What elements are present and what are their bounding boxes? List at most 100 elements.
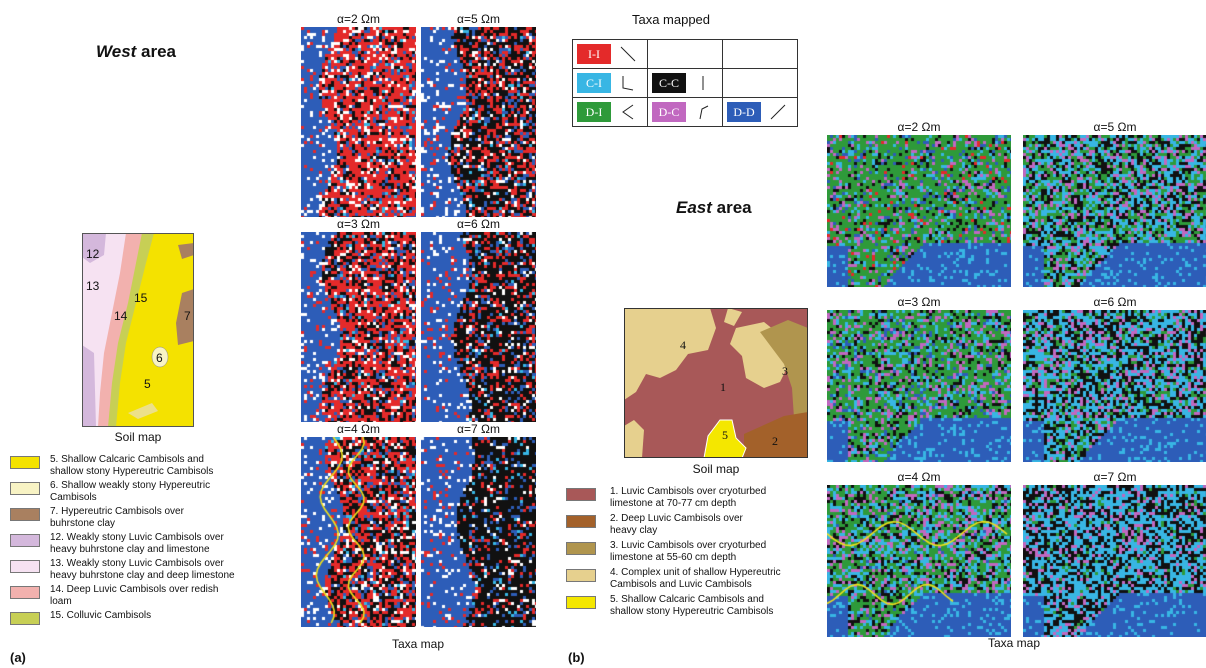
- west-title-italic: West: [96, 42, 137, 61]
- west-panel-label: α=3 Ωm: [337, 217, 380, 231]
- taxa-code-c-i: C-I: [577, 73, 611, 93]
- east-panel-label: α=4 Ωm: [897, 470, 941, 484]
- legend-line: limestone at 70-77 cm depth: [610, 497, 737, 509]
- legend-item: 2. Deep Luvic Cambisols over heavy clay: [610, 513, 743, 536]
- west-unit-6: 6: [156, 351, 163, 365]
- legend-line: 12. Weakly stony Luvic Cambisols over: [50, 532, 224, 543]
- east-taxa-panel: [1023, 310, 1206, 462]
- taxa-glyph-icon: [622, 76, 634, 91]
- east-figure-letter: (b): [568, 650, 585, 665]
- east-panel-label: α=6 Ωm: [1093, 295, 1137, 309]
- east-unit-2: 2: [772, 434, 778, 448]
- west-legend: 5. Shallow Calcaric Cambisols and shallow…: [8, 454, 298, 644]
- legend-line: heavy buhrstone clay and limestone: [50, 543, 210, 555]
- legend-line: 13. Weakly stony Luvic Cambisols over: [50, 558, 224, 569]
- west-taxa-panel: [421, 437, 536, 627]
- east-soil-caption: Soil map: [692, 462, 740, 476]
- east-panel-label: α=5 Ωm: [1093, 120, 1137, 134]
- legend-swatch: [10, 534, 40, 547]
- legend-line: 6. Shallow weakly stony Hypereutric: [50, 480, 211, 491]
- east-unit-3: 3: [782, 364, 788, 378]
- legend-line: 2. Deep Luvic Cambisols over: [610, 513, 743, 524]
- taxa-glyph-icon: [770, 104, 786, 120]
- legend-item: 7. Hypereutric Cambisols over buhrstone c…: [50, 506, 184, 529]
- legend-line: 7. Hypereutric Cambisols over: [50, 506, 184, 517]
- legend-item: 4. Complex unit of shallow Hypereutric Ca…: [610, 567, 781, 590]
- east-taxa-panel: [827, 485, 1011, 637]
- taxa-cell: D-I: [572, 97, 648, 127]
- taxa-cell: C-I: [572, 68, 648, 98]
- east-taxa-caption: Taxa map: [987, 636, 1041, 650]
- west-taxa-panel: [421, 232, 536, 422]
- legend-line: 3. Luvic Cambisols over cryoturbed: [610, 540, 767, 551]
- legend-item: 5. Shallow Calcaric Cambisols and shallow…: [50, 454, 213, 477]
- taxa-code-c-c: C-C: [652, 73, 686, 93]
- legend-item: 15. Colluvic Cambisols: [50, 610, 151, 622]
- legend-item: 12. Weakly stony Luvic Cambisols over hea…: [50, 532, 224, 555]
- taxa-mapped-title: Taxa mapped: [631, 12, 711, 27]
- west-figure-letter: (a): [10, 650, 26, 665]
- legend-line: 4. Complex unit of shallow Hypereutric: [610, 567, 781, 578]
- west-unit-13: 13: [86, 279, 100, 293]
- west-taxa-caption: Taxa map: [391, 637, 445, 651]
- east-title-rest: area: [711, 198, 752, 217]
- west-panel-label: α=7 Ωm: [457, 422, 500, 436]
- west-taxa-panel: [301, 232, 416, 422]
- legend-line: Cambisols: [50, 491, 97, 503]
- west-unit-5: 5: [144, 377, 151, 391]
- east-legend: 1. Luvic Cambisols over cryoturbed limest…: [564, 486, 824, 626]
- legend-item: 5. Shallow Calcaric Cambisols and shallow…: [610, 594, 773, 617]
- taxa-cell: D-D: [722, 97, 798, 127]
- taxa-code-d-i: D-I: [577, 102, 611, 122]
- east-panel-label: α=3 Ωm: [897, 295, 941, 309]
- taxa-cell: C-C: [647, 68, 723, 98]
- legend-line: 14. Deep Luvic Cambisols over redish: [50, 584, 219, 595]
- legend-line: heavy clay: [610, 524, 658, 536]
- legend-item: 14. Deep Luvic Cambisols over redish loam: [50, 584, 218, 607]
- west-panel-label: α=4 Ωm: [337, 422, 380, 436]
- west-unit-14: 14: [114, 309, 128, 323]
- east-unit-5: 5: [722, 428, 728, 442]
- legend-line: 5. Shallow Calcaric Cambisols and: [50, 454, 204, 465]
- taxa-glyph-icon: [702, 76, 704, 90]
- taxa-code-d-d: D-D: [727, 102, 761, 122]
- taxa-code-d-c: D-C: [652, 102, 686, 122]
- legend-swatch: [10, 612, 40, 625]
- legend-line: 15. Colluvic Cambisols: [50, 610, 152, 621]
- legend-swatch: [10, 508, 40, 521]
- legend-line: 1. Luvic Cambisols over cryoturbed: [610, 486, 767, 497]
- legend-swatch: [566, 569, 596, 582]
- west-unit-12: 12: [86, 247, 100, 261]
- west-unit-15: 15: [134, 291, 148, 305]
- legend-swatch: [566, 596, 596, 609]
- legend-line: limestone at 55-60 cm depth: [610, 551, 737, 563]
- legend-line: 5. Shallow Calcaric Cambisols and: [610, 594, 764, 605]
- legend-swatch: [566, 488, 596, 501]
- legend-line: heavy buhrstone clay and deep limestone: [50, 569, 235, 581]
- east-taxa-panel: [827, 310, 1011, 462]
- legend-swatch: [566, 542, 596, 555]
- taxa-mapped-table: I-I C-I C-C D-I D-C D-D: [572, 39, 798, 127]
- west-title-rest: area: [136, 42, 177, 61]
- west-panel-label: α=5 Ωm: [457, 12, 500, 26]
- legend-swatch: [10, 560, 40, 573]
- east-unit-4: 4: [680, 338, 686, 352]
- east-taxa-panel: [1023, 135, 1206, 287]
- west-unit-7: 7: [184, 309, 191, 323]
- east-title-italic: East: [676, 198, 712, 217]
- legend-line: shallow stony Hypereutric Cambisols: [50, 465, 214, 477]
- taxa-cell: D-C: [647, 97, 723, 127]
- taxa-code-i-i: I-I: [577, 44, 611, 64]
- legend-line: loam: [50, 595, 72, 607]
- legend-line: buhrstone clay: [50, 517, 116, 529]
- west-soil-caption: Soil map: [114, 430, 162, 444]
- east-soil-map: 4 1 3 5 2: [624, 308, 808, 459]
- legend-item: 13. Weakly stony Luvic Cambisols over hea…: [50, 558, 235, 581]
- west-soil-map: 12 13 14 15 7 6 5: [82, 233, 194, 427]
- west-panel-label: α=2 Ωm: [337, 12, 380, 26]
- legend-item: 3. Luvic Cambisols over cryoturbed limest…: [610, 540, 766, 563]
- taxa-glyph-icon: [622, 104, 634, 120]
- west-taxa-panel: [301, 437, 416, 627]
- taxa-cell: [722, 68, 798, 98]
- legend-swatch: [10, 586, 40, 599]
